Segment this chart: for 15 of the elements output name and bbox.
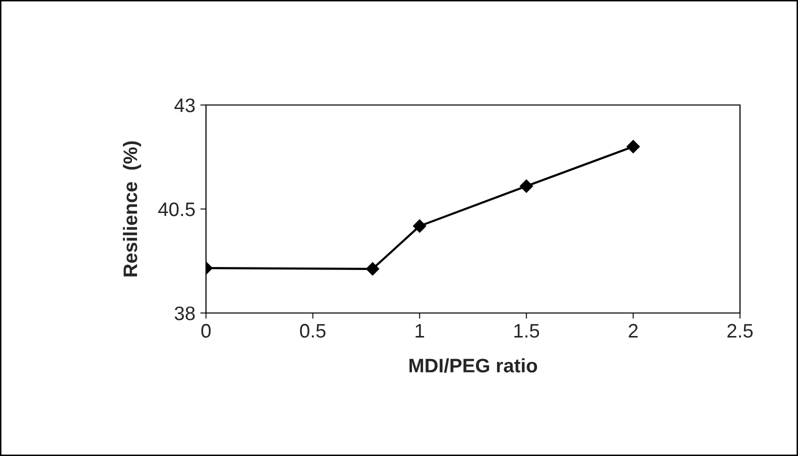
y-tick-label: 43 bbox=[174, 98, 195, 112]
y-tick-label: 38 bbox=[174, 306, 195, 320]
x-tick-label: 1 bbox=[416, 324, 424, 338]
y-axis-title: Resilience (%) bbox=[122, 141, 142, 276]
x-tick-label: 2 bbox=[628, 324, 638, 338]
point bbox=[413, 219, 426, 233]
x-tick-label: 0.5 bbox=[300, 324, 326, 338]
x-axis-title: MDI/PEG ratio bbox=[409, 358, 538, 373]
x-tick-label: 2.5 bbox=[727, 324, 753, 338]
x-tick-label: 1.5 bbox=[514, 324, 540, 338]
point bbox=[520, 180, 533, 193]
point bbox=[366, 262, 380, 276]
y-tick-label: 40.5 bbox=[158, 202, 195, 216]
point bbox=[626, 140, 640, 154]
x-tick-label: 0 bbox=[201, 324, 211, 338]
